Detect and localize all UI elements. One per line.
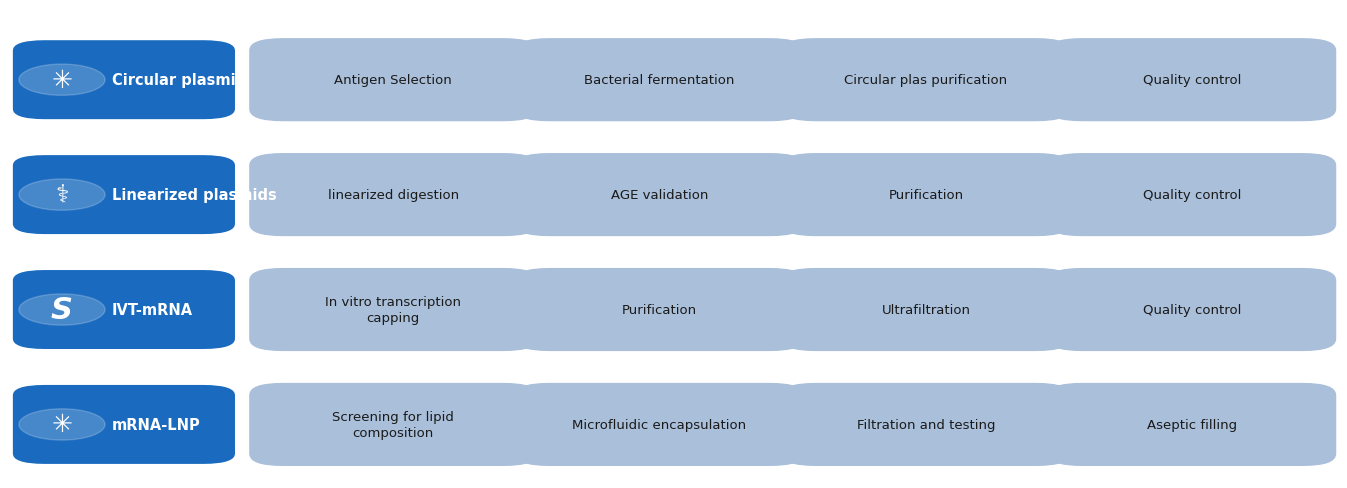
FancyBboxPatch shape (11, 39, 237, 122)
Text: linearized digestion: linearized digestion (327, 189, 459, 202)
FancyBboxPatch shape (516, 39, 803, 122)
Text: In vitro transcription
capping: In vitro transcription capping (325, 295, 461, 325)
FancyBboxPatch shape (249, 154, 537, 237)
Text: Purification: Purification (622, 304, 698, 316)
FancyBboxPatch shape (781, 39, 1070, 122)
Circle shape (19, 409, 105, 440)
Text: Screening for lipid
composition: Screening for lipid composition (333, 410, 454, 439)
Text: Antigen Selection: Antigen Selection (334, 74, 453, 87)
Text: ✳: ✳ (51, 68, 73, 93)
Circle shape (19, 65, 105, 96)
FancyBboxPatch shape (781, 383, 1070, 466)
Text: Linearized plasmids: Linearized plasmids (112, 188, 276, 203)
Text: Quality control: Quality control (1144, 74, 1242, 87)
Text: Circular plasmid: Circular plasmid (112, 73, 247, 88)
Text: Bacterial fermentation: Bacterial fermentation (585, 74, 734, 87)
Text: IVT-mRNA: IVT-mRNA (112, 303, 193, 317)
Text: Circular plas purification: Circular plas purification (845, 74, 1008, 87)
Text: Filtration and testing: Filtration and testing (857, 418, 995, 431)
FancyBboxPatch shape (781, 268, 1070, 351)
FancyBboxPatch shape (11, 383, 237, 466)
Text: Ultrafiltration: Ultrafiltration (881, 304, 970, 316)
Circle shape (19, 294, 105, 325)
FancyBboxPatch shape (11, 268, 237, 351)
Text: Microfluidic encapsulation: Microfluidic encapsulation (572, 418, 746, 431)
Text: ⚕: ⚕ (55, 183, 69, 207)
FancyBboxPatch shape (516, 383, 803, 466)
FancyBboxPatch shape (1048, 39, 1336, 122)
FancyBboxPatch shape (11, 154, 237, 237)
FancyBboxPatch shape (249, 383, 537, 466)
FancyBboxPatch shape (1048, 268, 1336, 351)
Text: Purification: Purification (888, 189, 963, 202)
Text: ✳: ✳ (51, 412, 73, 437)
FancyBboxPatch shape (249, 268, 537, 351)
Circle shape (19, 180, 105, 211)
Text: AGE validation: AGE validation (610, 189, 709, 202)
Text: S: S (51, 295, 73, 325)
FancyBboxPatch shape (249, 39, 537, 122)
FancyBboxPatch shape (516, 154, 803, 237)
Text: mRNA-LNP: mRNA-LNP (112, 417, 201, 432)
Text: Quality control: Quality control (1144, 189, 1242, 202)
FancyBboxPatch shape (1048, 154, 1336, 237)
Text: Quality control: Quality control (1144, 304, 1242, 316)
Text: Aseptic filling: Aseptic filling (1148, 418, 1238, 431)
FancyBboxPatch shape (516, 268, 803, 351)
FancyBboxPatch shape (1048, 383, 1336, 466)
FancyBboxPatch shape (781, 154, 1070, 237)
